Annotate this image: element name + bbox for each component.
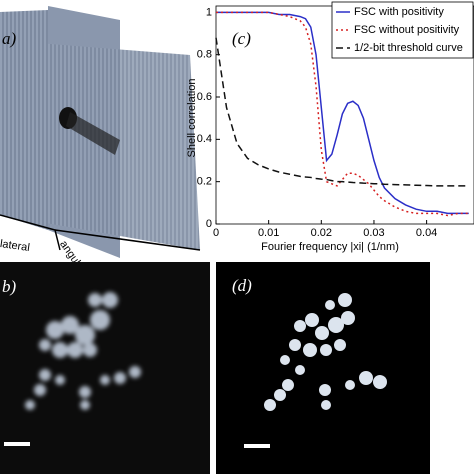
x-tick-label: 0.03 — [363, 227, 384, 239]
y-tick-label: 0.6 — [197, 91, 212, 103]
panel-b: b) — [0, 262, 210, 474]
chart: 0 0.2 0.4 0.6 0.8 1 0 0.01 0.02 0.03 0.04 Fourier f… — [186, 1, 474, 253]
y-tick-label: 0 — [206, 218, 212, 230]
panel-label: b) — [2, 277, 17, 296]
legend-label: FSC without positivity — [354, 24, 460, 36]
shadow — [66, 112, 120, 155]
panel-label: (d) — [232, 276, 252, 295]
scale-bar — [4, 442, 30, 446]
x-tick-label: 0.02 — [311, 227, 332, 239]
panel-a: a) lateral angular — [0, 6, 201, 276]
axis-frame — [54, 229, 201, 251]
legend-label: FSC with positivity — [354, 6, 444, 18]
x-axis-label: Fourier frequency |xi| (1/nm) — [261, 241, 399, 253]
series-line — [216, 11, 469, 217]
legend-box — [331, 1, 474, 59]
legend-label: 1/2-bit threshold curve — [354, 42, 463, 54]
spheres — [264, 293, 387, 411]
y-tick-label: 0.8 — [197, 49, 212, 61]
axis-label: lateral — [0, 238, 31, 254]
y-axis-label: Shell correlation — [186, 79, 198, 158]
blobs — [25, 292, 141, 410]
panel-label: (c) — [232, 29, 251, 48]
panel-label: a) — [2, 29, 17, 48]
y-tick-label: 0.2 — [197, 176, 212, 188]
series-line — [215, 37, 469, 187]
y-tick-label: 0.4 — [197, 133, 212, 145]
x-tick-label: 0.01 — [258, 227, 279, 239]
x-tick-label: 0.04 — [416, 227, 437, 239]
scale-bar — [244, 444, 270, 448]
panel-d: (d) — [216, 262, 430, 474]
y-tick-label: 1 — [206, 6, 212, 18]
x-tick-label: 0 — [213, 227, 219, 239]
image — [216, 262, 430, 474]
